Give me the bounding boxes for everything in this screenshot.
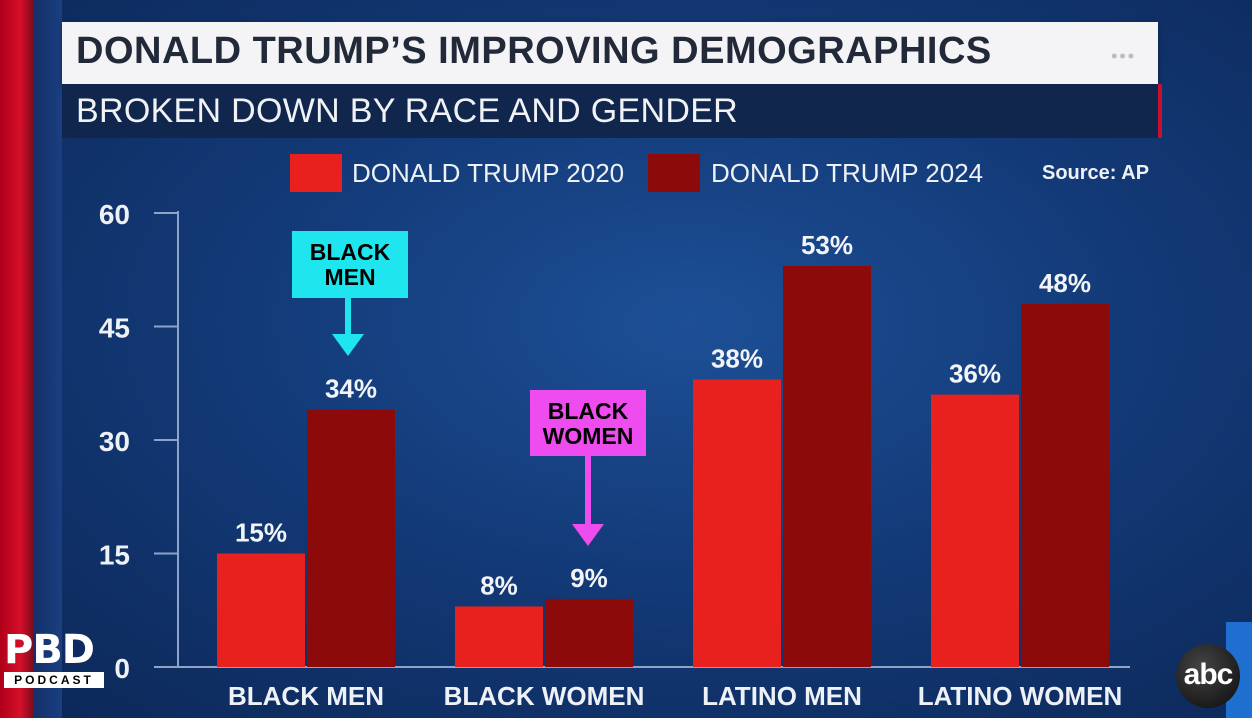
abc-logo: abc xyxy=(1176,644,1240,708)
chart-subtitle: BROKEN DOWN BY RACE AND GENDER xyxy=(76,92,739,130)
pbd-logo-text: PBD xyxy=(4,627,95,673)
x-category-label: BLACK WOMEN xyxy=(444,681,645,711)
chart-title: DONALD TRUMP’S IMPROVING DEMOGRAPHICS xyxy=(76,30,992,72)
bar-value-label: 36% xyxy=(949,359,1001,389)
callout-arrow-head-icon xyxy=(332,334,364,356)
callout-black-men: BLACK MEN xyxy=(292,231,408,298)
y-tick-label: 60 xyxy=(99,199,130,230)
callout-black-men-line2: MEN xyxy=(324,264,376,290)
bar-2024 xyxy=(783,265,871,667)
more-dots-icon: ••• xyxy=(1111,46,1136,66)
bar-2024 xyxy=(545,598,633,667)
callout-black-women-line2: WOMEN xyxy=(542,423,634,449)
callout-black-men-line1: BLACK xyxy=(309,239,391,265)
left-red-stripe xyxy=(0,0,34,718)
callout-arrow-head-icon xyxy=(572,524,604,546)
y-tick-label: 15 xyxy=(99,540,130,571)
subtitle-bar: BROKEN DOWN BY RACE AND GENDER xyxy=(62,84,1162,138)
left-blue-stripe xyxy=(34,0,62,718)
legend-label-2024: DONALD TRUMP 2024 xyxy=(711,158,984,188)
x-category-label: LATINO MEN xyxy=(702,681,862,711)
callout-black-women-line1: BLACK xyxy=(547,398,629,424)
bar-value-label: 8% xyxy=(480,570,518,600)
bar-2024 xyxy=(307,409,395,667)
bar-value-label: 38% xyxy=(711,343,763,373)
callout-black-women: BLACK WOMEN xyxy=(530,390,646,456)
y-tick-label: 30 xyxy=(99,426,130,457)
bar-value-label: 48% xyxy=(1039,268,1091,298)
legend-label-2020: DONALD TRUMP 2020 xyxy=(352,158,625,188)
x-category-label: BLACK MEN xyxy=(228,681,384,711)
bar-value-label: 34% xyxy=(325,374,377,404)
pbd-podcast-logo: PBD PODCAST xyxy=(4,630,104,688)
y-tick-label: 0 xyxy=(114,653,130,684)
legend-swatch-2024 xyxy=(648,154,700,192)
podcast-logo-text: PODCAST xyxy=(4,672,104,688)
bar-value-label: 53% xyxy=(801,230,853,260)
bar-2020 xyxy=(455,606,543,667)
title-bar: DONALD TRUMP’S IMPROVING DEMOGRAPHICS ••… xyxy=(62,22,1158,84)
legend-swatch-2020 xyxy=(290,154,342,192)
bar-2020 xyxy=(217,553,305,667)
bar-2024 xyxy=(1021,303,1109,667)
source-label: Source: AP xyxy=(1042,162,1150,184)
x-category-label: LATINO WOMEN xyxy=(918,681,1123,711)
bar-value-label: 15% xyxy=(235,518,287,548)
bar-value-label: 9% xyxy=(570,563,608,593)
bar-2020 xyxy=(693,379,781,667)
bar-2020 xyxy=(931,394,1019,667)
y-tick-label: 45 xyxy=(99,313,130,344)
